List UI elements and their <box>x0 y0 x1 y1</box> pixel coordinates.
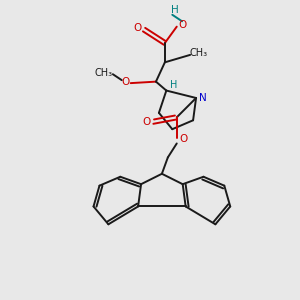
Text: H: H <box>171 5 179 15</box>
Text: O: O <box>178 20 186 30</box>
Text: N: N <box>199 93 206 103</box>
Text: O: O <box>179 134 188 144</box>
Text: H: H <box>170 80 178 90</box>
Text: CH₃: CH₃ <box>94 68 112 78</box>
Text: O: O <box>134 23 142 33</box>
Text: O: O <box>142 117 151 128</box>
Text: O: O <box>121 76 130 87</box>
Text: CH₃: CH₃ <box>189 48 208 59</box>
